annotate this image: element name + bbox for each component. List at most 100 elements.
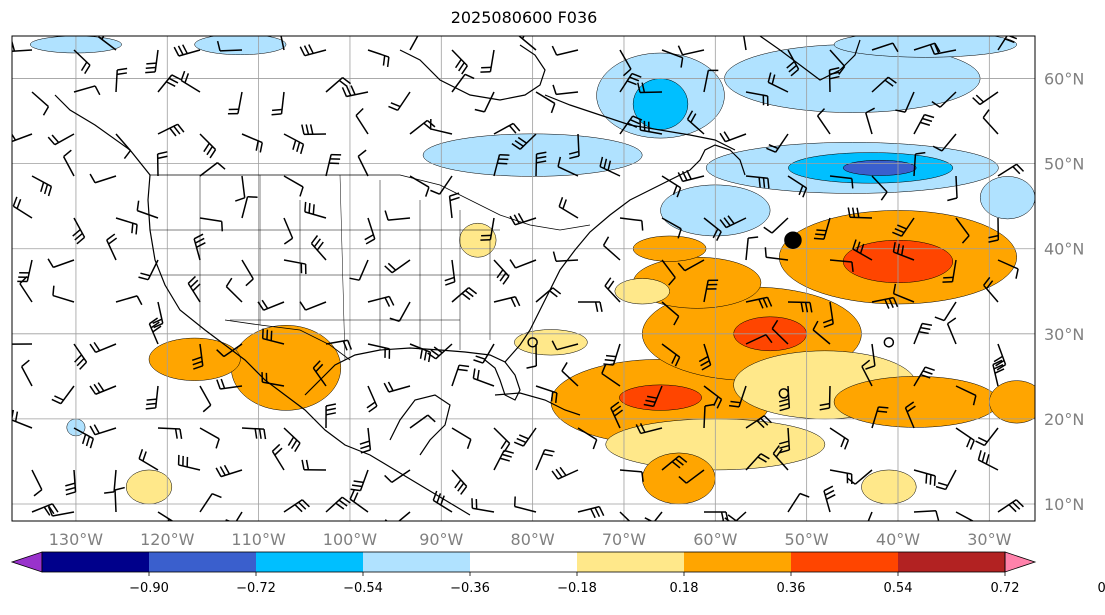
longitude-tick-label: 90°W — [419, 530, 463, 549]
longitude-labels: 130°W 120°W 110°W 100°W 90°W 80°W 70°W 60°W 50°W… — [49, 530, 1012, 549]
wind-barb — [823, 485, 836, 513]
longitude-tick-label: 80°W — [511, 530, 555, 549]
wind-barb — [865, 107, 875, 135]
wind-barb — [283, 427, 301, 453]
wind-barb — [383, 381, 411, 393]
wind-barb — [448, 192, 460, 219]
colorbar-tick-label: −0.36 — [450, 581, 490, 596]
wind-barb — [472, 368, 495, 387]
wind-barb — [389, 301, 411, 322]
wind-barb — [771, 319, 789, 345]
wind-barb — [106, 233, 118, 261]
wind-barb — [551, 45, 579, 56]
longitude-tick-label: 60°W — [693, 530, 737, 549]
latitude-tick-label: 50°N — [1044, 155, 1084, 174]
map-frame — [11, 35, 1036, 522]
wind-barb — [299, 301, 327, 311]
wind-barb — [829, 175, 854, 189]
wind-barb — [493, 153, 510, 177]
wind-barb — [261, 372, 285, 387]
negative-anomaly-region — [979, 176, 1035, 220]
wind-barb — [745, 91, 769, 106]
wind-barb — [72, 217, 86, 245]
wind-barb — [871, 42, 899, 53]
colorbar-extend-high — [1004, 551, 1037, 573]
colorbar-segment — [791, 552, 898, 572]
wind-barb — [661, 343, 681, 367]
wind-barb — [115, 295, 143, 306]
wind-barb — [812, 320, 831, 345]
wind-barb — [975, 427, 999, 447]
colorbar-segment — [577, 552, 684, 572]
wind-barb — [12, 133, 33, 143]
colorbar-tick-label: −0.72 — [236, 581, 276, 596]
wind-barb — [819, 385, 831, 411]
wind-barb — [138, 259, 159, 281]
colorbar-segment — [898, 552, 1005, 572]
wind-barb — [241, 427, 267, 440]
wind-barb — [280, 36, 285, 51]
wind-barb — [227, 91, 243, 115]
wind-barb — [114, 486, 125, 513]
wind-barb — [225, 511, 243, 521]
wind-barb — [577, 427, 598, 450]
longitude-tick-label: 50°W — [785, 530, 829, 549]
wind-barb — [89, 424, 117, 436]
west-coast-coastline — [54, 94, 471, 516]
wind-barb — [283, 133, 305, 155]
wind-barb — [763, 217, 789, 234]
wind-barb — [177, 454, 201, 471]
wind-barb — [745, 453, 770, 471]
negative-anomaly-region — [842, 159, 917, 176]
wind-barb — [719, 131, 747, 143]
wind-barb — [136, 200, 159, 219]
wind-barb — [355, 107, 369, 135]
wind-barb — [816, 108, 831, 135]
wind-barb — [619, 217, 644, 231]
wind-barb — [199, 385, 212, 413]
wind-barb — [493, 296, 521, 308]
wind-barb — [871, 76, 897, 93]
wind-barb — [20, 359, 33, 387]
wind-barb — [493, 259, 510, 285]
wind-barb — [661, 49, 684, 68]
wind-barb — [73, 49, 91, 75]
wind-barb — [602, 236, 621, 261]
wind-barb — [942, 259, 957, 283]
wind-barb — [892, 217, 915, 237]
wind-barb — [577, 505, 605, 519]
wind-barb — [946, 317, 957, 345]
wind-barb — [261, 328, 285, 345]
wind-barb — [703, 69, 719, 93]
wind-barb — [480, 49, 495, 73]
wind-barb — [157, 427, 183, 439]
wind-barb — [409, 414, 436, 429]
wind-barb — [241, 195, 258, 219]
wind-barb — [895, 91, 915, 113]
wind-barb — [535, 385, 558, 403]
wind-barb — [199, 492, 222, 513]
longitude-tick-label: 130°W — [49, 530, 104, 549]
open-station-marker — [778, 388, 790, 399]
wind-barb — [745, 415, 772, 429]
colorbar-tick-label: 0.36 — [777, 581, 806, 596]
wind-barb — [283, 499, 310, 513]
wind-barb — [325, 153, 342, 177]
wind-barb — [661, 175, 682, 198]
wind-barb — [145, 385, 159, 410]
wind-barb — [310, 235, 327, 261]
colorbar-tick-label: 0.72 — [991, 581, 1020, 596]
wind-barb — [619, 72, 642, 93]
wind-barb — [359, 427, 372, 454]
wind-barb — [983, 276, 999, 303]
wind-barb — [743, 36, 747, 51]
wind-barb — [451, 73, 475, 93]
wind-barb — [180, 70, 201, 93]
wind-barb — [997, 163, 1025, 177]
wind-barb — [357, 149, 369, 177]
wind-barb — [157, 123, 185, 137]
wind-barb — [299, 44, 327, 57]
wind-barb — [429, 118, 453, 135]
wind-barb — [199, 133, 217, 159]
wind-barb — [509, 213, 537, 226]
